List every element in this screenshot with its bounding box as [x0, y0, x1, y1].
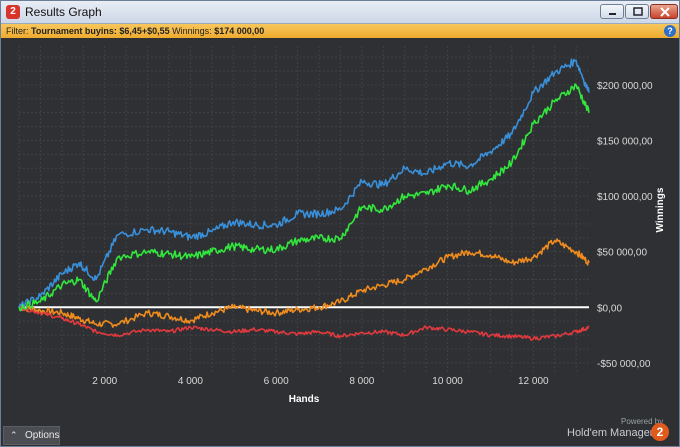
filter-winnings-value: $174 000,00: [214, 26, 265, 36]
app-icon: 2: [6, 5, 20, 19]
minimize-button[interactable]: [600, 4, 624, 19]
powered-by-text: Powered by: [621, 417, 664, 426]
maximize-button[interactable]: [625, 4, 649, 19]
y-tick-label: $50 000,00: [597, 248, 647, 259]
maximize-icon: [633, 7, 643, 16]
y-tick-label: -$50 000,00: [597, 359, 651, 370]
filter-text: Filter: Tournament buyins: $6,45+$0,55 W…: [6, 24, 264, 38]
options-label: Options: [25, 430, 60, 441]
brand-name: Hold'em Manager: [567, 427, 654, 439]
series-line-all-in-ev: [18, 238, 590, 328]
filter-bar: Filter: Tournament buyins: $6,45+$0,55 W…: [1, 24, 679, 38]
results-chart: 2 000 4 000 6 000 8 000 10 000 12 000 -$50 000…: [18, 46, 666, 405]
filter-prefix: Filter:: [6, 26, 32, 36]
x-tick-label: 10 000: [432, 376, 463, 387]
x-tick-label: 2 000: [92, 376, 117, 387]
x-tick-label: 8 000: [349, 376, 374, 387]
filter-tournament-buyins: Tournament buyins: $6,45+$0,55: [31, 26, 170, 36]
filter-winnings-label: Winnings:: [169, 26, 215, 36]
brand-logo: 2: [651, 423, 669, 441]
close-button[interactable]: [650, 4, 678, 19]
y-tick-label: $150 000,00: [597, 137, 653, 148]
series-line-net-won: [18, 83, 590, 312]
chevron-up-icon: ⌃: [10, 430, 18, 440]
series-line-non-showdown: [18, 305, 590, 341]
x-tick-label: 12 000: [518, 376, 549, 387]
y-axis-label: Winnings: [655, 187, 666, 232]
options-button[interactable]: ⌃ Options: [3, 426, 60, 445]
x-axis-label: Hands: [289, 394, 320, 405]
y-tick-label: $0,00: [597, 303, 622, 314]
series-line-showdown: [18, 58, 590, 309]
close-icon: [660, 7, 670, 17]
title-bar[interactable]: 2 Results Graph: [1, 1, 679, 24]
help-icon[interactable]: ?: [664, 25, 676, 37]
window-title: Results Graph: [25, 5, 102, 19]
y-tick-label: $200 000,00: [597, 81, 653, 92]
y-tick-label: $100 000,00: [597, 192, 653, 203]
x-tick-label: 6 000: [264, 376, 289, 387]
minimize-icon: [609, 13, 616, 15]
x-tick-label: 4 000: [178, 376, 203, 387]
